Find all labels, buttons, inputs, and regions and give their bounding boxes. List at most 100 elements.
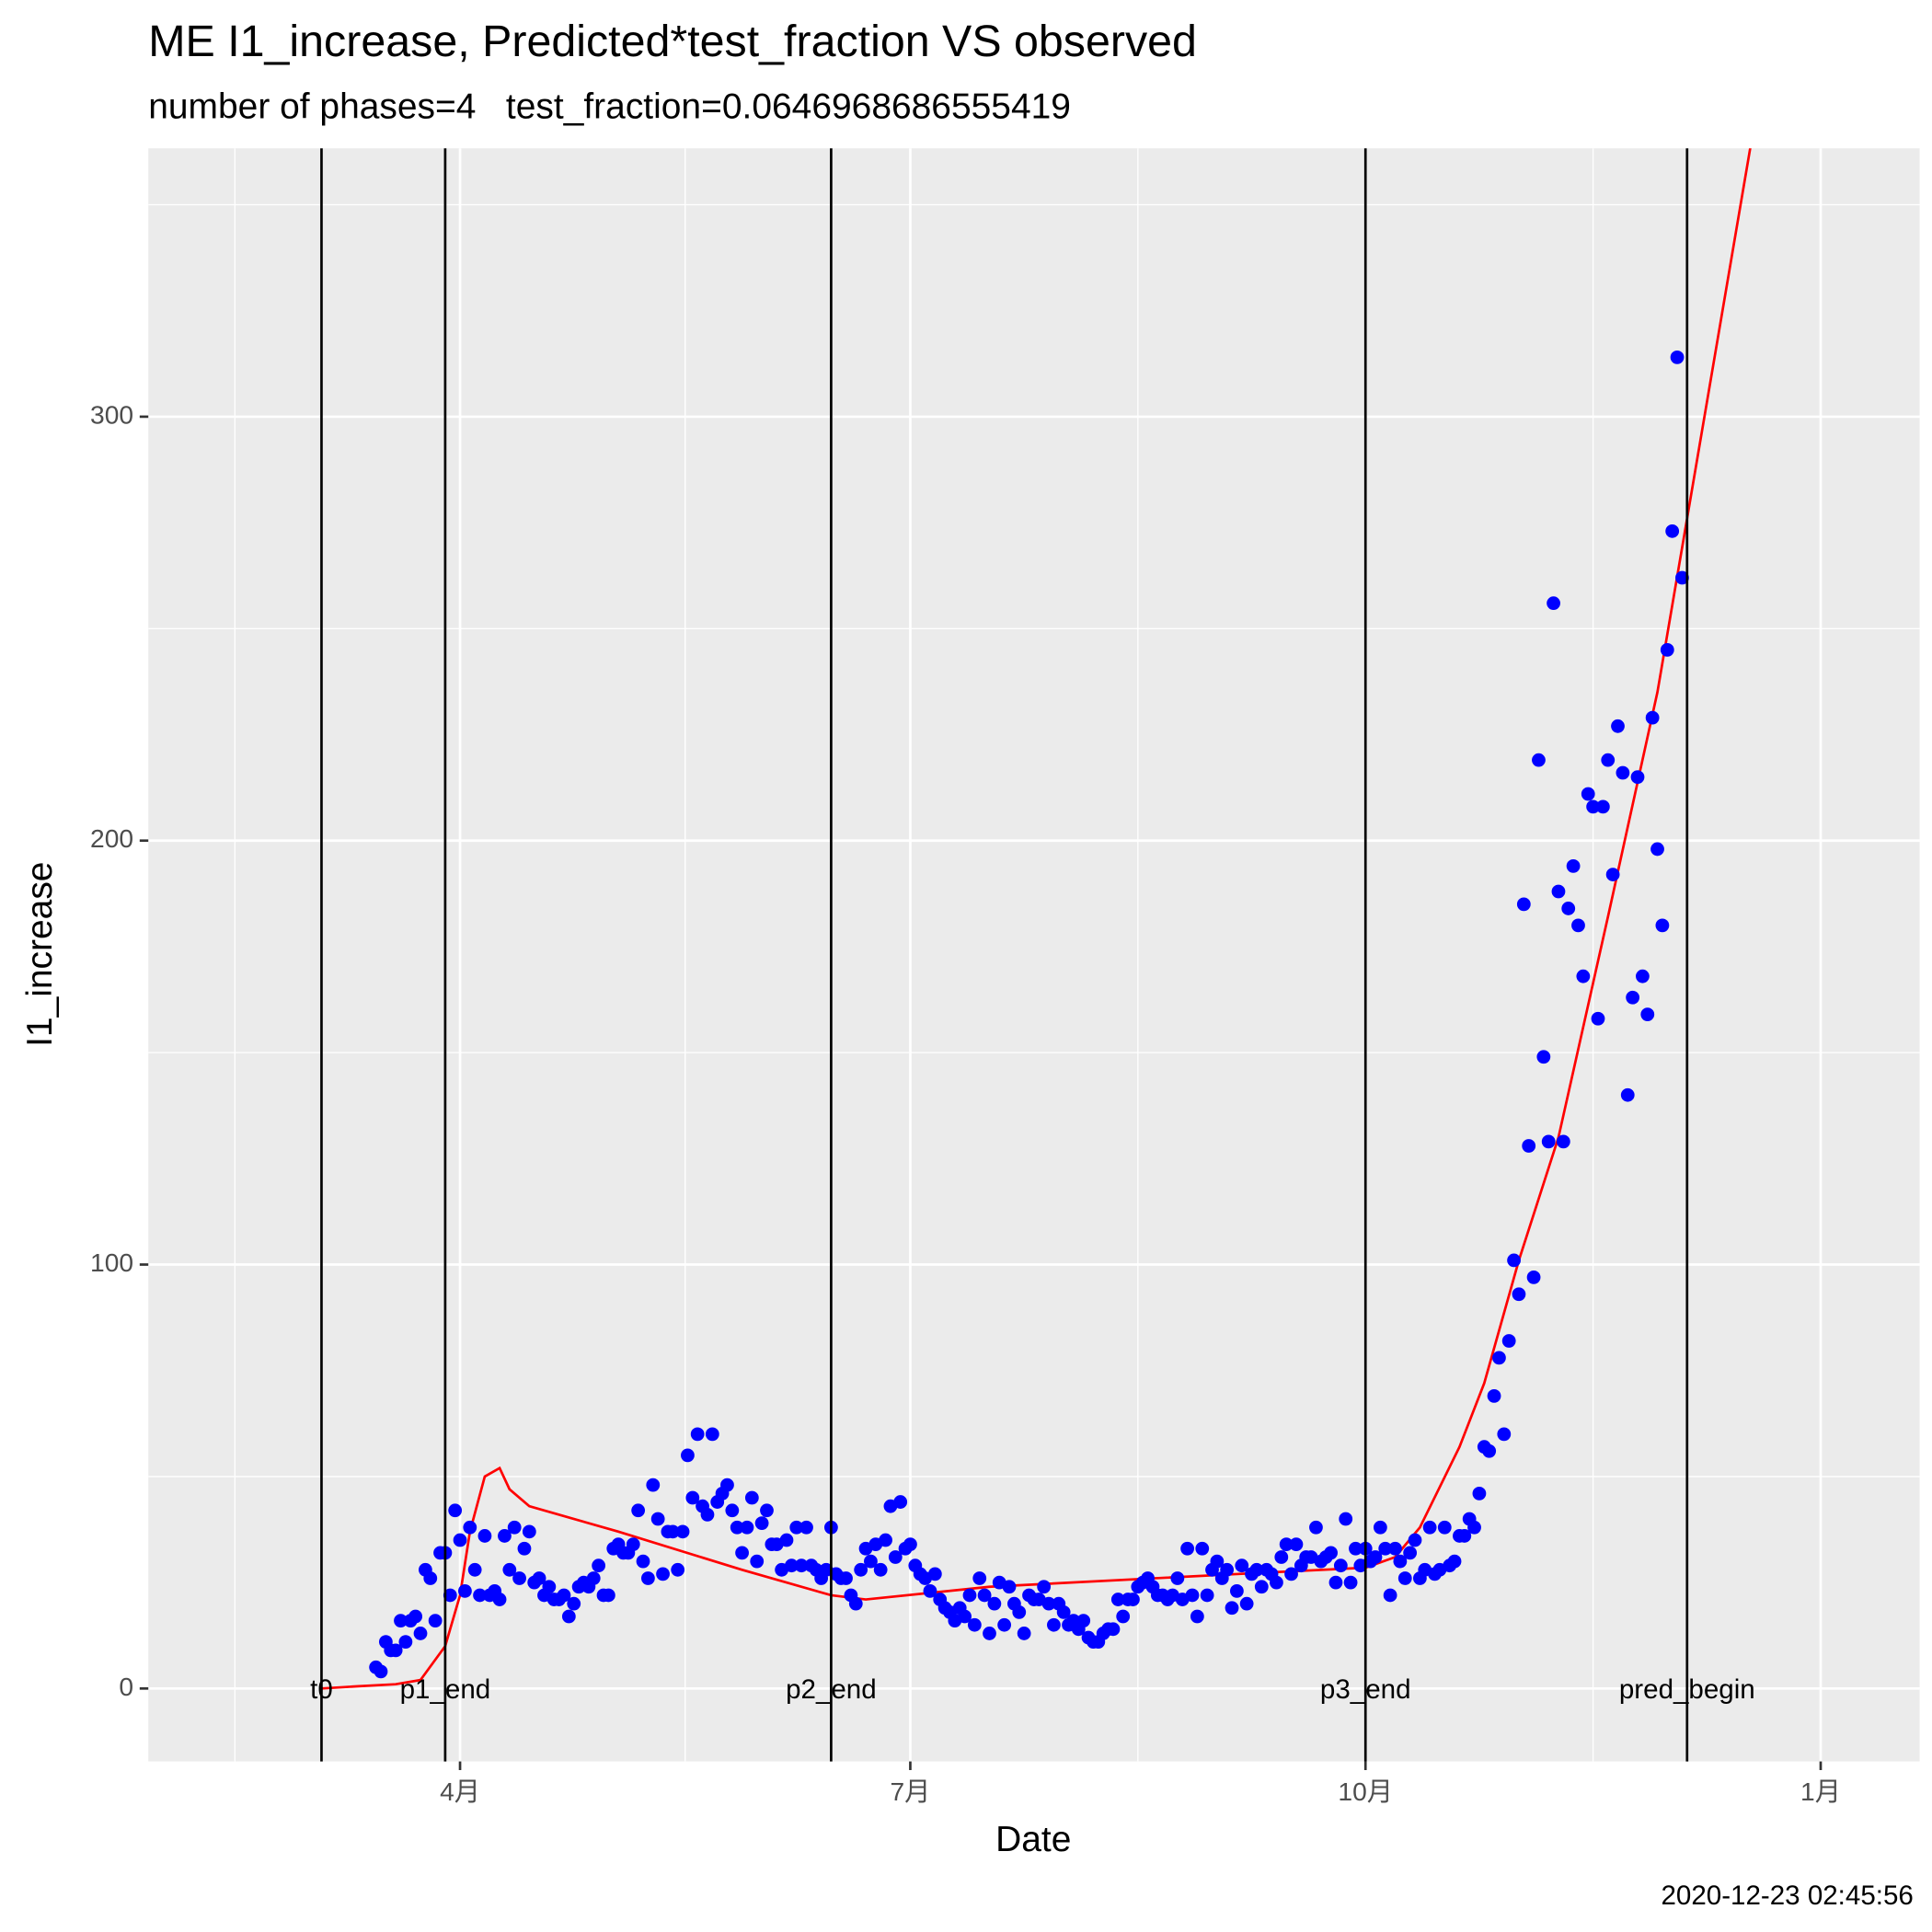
point [1279, 1537, 1294, 1552]
point [1210, 1554, 1225, 1569]
point [1512, 1287, 1526, 1302]
point [730, 1520, 744, 1535]
point [1110, 1593, 1125, 1606]
point [542, 1580, 557, 1594]
point [1116, 1609, 1131, 1624]
point [567, 1596, 581, 1611]
point [586, 1571, 601, 1585]
point [1126, 1593, 1140, 1606]
marks [321, 148, 1752, 1690]
point [1106, 1622, 1121, 1637]
point [1532, 753, 1546, 767]
point [972, 1571, 987, 1585]
point [1536, 1050, 1551, 1064]
panel [148, 148, 1920, 1762]
point [1576, 969, 1591, 983]
point [1056, 1604, 1071, 1619]
point [1274, 1550, 1289, 1564]
point [1640, 1007, 1655, 1022]
x-tick-label: 10月 [1338, 1777, 1393, 1806]
point [1324, 1546, 1338, 1560]
point [592, 1558, 606, 1573]
point [1472, 1486, 1487, 1501]
point [794, 1558, 809, 1573]
point [1605, 868, 1620, 881]
point [522, 1524, 536, 1539]
point [839, 1571, 853, 1585]
point [1487, 1388, 1501, 1403]
point [1270, 1575, 1283, 1590]
point [987, 1596, 1002, 1611]
x-tick-label: 4月 [440, 1777, 480, 1806]
point [958, 1609, 972, 1624]
point [983, 1627, 996, 1640]
point [1309, 1520, 1323, 1535]
point [1482, 1443, 1497, 1458]
point [754, 1516, 769, 1531]
point [1076, 1614, 1091, 1627]
point [453, 1533, 467, 1547]
point [923, 1583, 937, 1598]
point [1501, 1334, 1516, 1348]
point [463, 1520, 477, 1535]
point [408, 1609, 423, 1624]
point [1041, 1596, 1056, 1611]
point [1220, 1562, 1235, 1577]
point [1422, 1520, 1437, 1535]
point [879, 1533, 892, 1547]
point [413, 1627, 428, 1640]
point [1670, 351, 1685, 364]
point [725, 1503, 740, 1518]
point [1650, 842, 1664, 857]
point [1289, 1537, 1304, 1552]
point [1457, 1529, 1472, 1543]
point [1586, 799, 1601, 814]
point [1230, 1583, 1244, 1598]
point [1595, 799, 1610, 814]
point [646, 1478, 661, 1492]
point [750, 1554, 765, 1569]
point [735, 1546, 749, 1560]
point [962, 1588, 977, 1603]
x-axis-title: Date [995, 1820, 1071, 1859]
point [532, 1571, 546, 1585]
point [1507, 1253, 1521, 1268]
point [789, 1520, 804, 1535]
point [561, 1609, 576, 1624]
point [1002, 1580, 1017, 1594]
point [705, 1427, 719, 1442]
point [967, 1617, 982, 1632]
point [1397, 1571, 1412, 1585]
point [1547, 596, 1560, 611]
point [903, 1537, 917, 1552]
point [626, 1537, 640, 1552]
point [458, 1583, 472, 1598]
axes: 0 100 200 300 4月 7月 10月 1月 t0 p1_end p2_end p3_end p… [90, 148, 1841, 1806]
point [864, 1554, 878, 1569]
point [636, 1554, 650, 1569]
point [1541, 1134, 1556, 1149]
point [1200, 1588, 1214, 1603]
phase-label: p1_end [400, 1674, 491, 1705]
point [690, 1427, 705, 1442]
point [1235, 1558, 1249, 1573]
point [1368, 1550, 1383, 1564]
point [977, 1588, 992, 1603]
point [1437, 1520, 1452, 1535]
phase-label: t0 [310, 1674, 333, 1705]
y-tick-label: 300 [90, 399, 133, 429]
point [1616, 765, 1630, 780]
point [1170, 1571, 1185, 1585]
point [631, 1503, 646, 1518]
point [1190, 1609, 1204, 1624]
point [1254, 1580, 1269, 1594]
point [1467, 1520, 1481, 1535]
point [502, 1562, 517, 1577]
x-tick-label: 1月 [1800, 1777, 1841, 1806]
point [1665, 523, 1680, 538]
point [507, 1520, 522, 1535]
point [1447, 1554, 1462, 1569]
point [927, 1567, 942, 1581]
point [1660, 642, 1674, 657]
